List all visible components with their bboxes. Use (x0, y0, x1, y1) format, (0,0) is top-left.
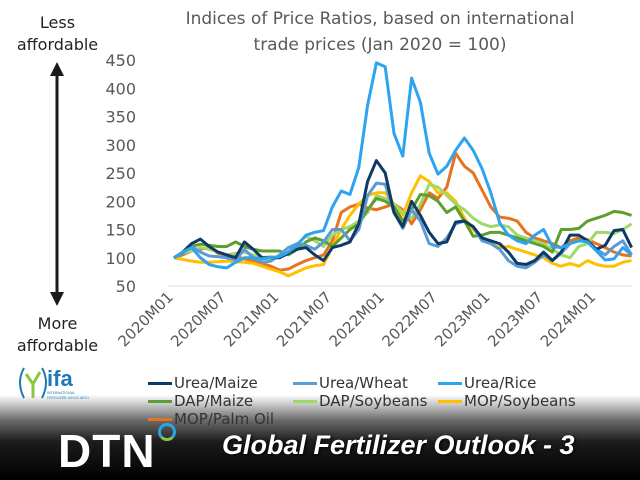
y-tick-label: 400 (105, 79, 136, 98)
svg-text:FERTILIZER ASSOCIATION: FERTILIZER ASSOCIATION (47, 396, 89, 400)
legend-swatch (148, 381, 172, 385)
legend-label: MOP/Palm Oil (174, 410, 275, 428)
title-line-2: trade prices (Jan 2020 = 100) (253, 35, 507, 55)
footer-band (0, 395, 640, 480)
x-tick-label: 2021M07 (273, 288, 335, 350)
label-line: More (37, 314, 78, 333)
legend-swatch (148, 417, 172, 421)
series-line-urea-maize (173, 159, 633, 267)
x-tick-label: 2022M01 (326, 288, 388, 350)
legend-label: Urea/Wheat (319, 374, 408, 392)
x-tick-label: 2023M01 (431, 288, 493, 350)
y-tick-label: 250 (105, 164, 136, 183)
y-tick-label: 200 (105, 192, 136, 211)
legend-label: DAP/Maize (174, 392, 254, 410)
y-tick-label: 300 (105, 136, 136, 155)
x-tick-label: 2022M07 (378, 288, 440, 350)
legend-item: Urea/Maize (148, 374, 258, 392)
chart-title: Indices of Price Ratios, based on intern… (150, 6, 610, 58)
series-line-mop-soybeans (173, 174, 632, 278)
dtn-logo: DTN (58, 423, 176, 478)
legend-item: MOP/Soybeans (438, 392, 576, 410)
svg-text:INTERNATIONAL: INTERNATIONAL (47, 391, 75, 395)
series-line-urea-rice (173, 61, 633, 270)
y-tick-label: 450 (105, 51, 136, 70)
ifa-logo: ifa INTERNATIONAL FERTILIZER ASSOCIATION (14, 364, 92, 408)
legend-swatch (148, 399, 172, 403)
label-line: Less (39, 13, 76, 32)
legend-swatch (293, 399, 317, 403)
y-tick-label: 100 (105, 249, 136, 268)
y-tick-label: 350 (105, 108, 136, 127)
less-affordable-label: Less affordable (0, 12, 115, 56)
more-affordable-label: More affordable (0, 313, 115, 357)
legend-label: Urea/Maize (174, 374, 258, 392)
legend-item: MOP/Palm Oil (148, 410, 274, 428)
legend-item: DAP/Soybeans (293, 392, 428, 410)
x-tick-label: 2024M01 (537, 288, 599, 350)
y-tick-label: 50 (116, 277, 136, 296)
svg-text:ifa: ifa (47, 366, 73, 391)
label-line: affordable (16, 35, 99, 54)
footer-title: Global Fertilizer Outlook - 3 (222, 430, 575, 460)
line-chart: 50 100 150 200 250 300 350 400 450 2020M012020M07… (50, 51, 633, 350)
title-line-1: Indices of Price Ratios, based on intern… (185, 9, 575, 29)
x-tick-label: 2020M01 (114, 288, 176, 350)
legend-label: Urea/Rice (464, 374, 537, 392)
label-line: affordable (16, 336, 99, 355)
legend-label: DAP/Soybeans (319, 392, 428, 410)
y-tick-label: 150 (105, 221, 136, 240)
legend-item: Urea/Wheat (293, 374, 408, 392)
double-arrow-icon (50, 62, 64, 306)
legend-swatch (438, 381, 462, 385)
x-tick-label: 2023M07 (484, 288, 546, 350)
x-tick-label: 2020M07 (167, 288, 229, 350)
legend-item: DAP/Maize (148, 392, 253, 410)
x-tick-label: 2021M01 (220, 288, 282, 350)
legend-swatch (293, 381, 317, 385)
legend-label: MOP/Soybeans (464, 392, 576, 410)
legend-swatch (438, 399, 462, 403)
legend-item: Urea/Rice (438, 374, 536, 392)
